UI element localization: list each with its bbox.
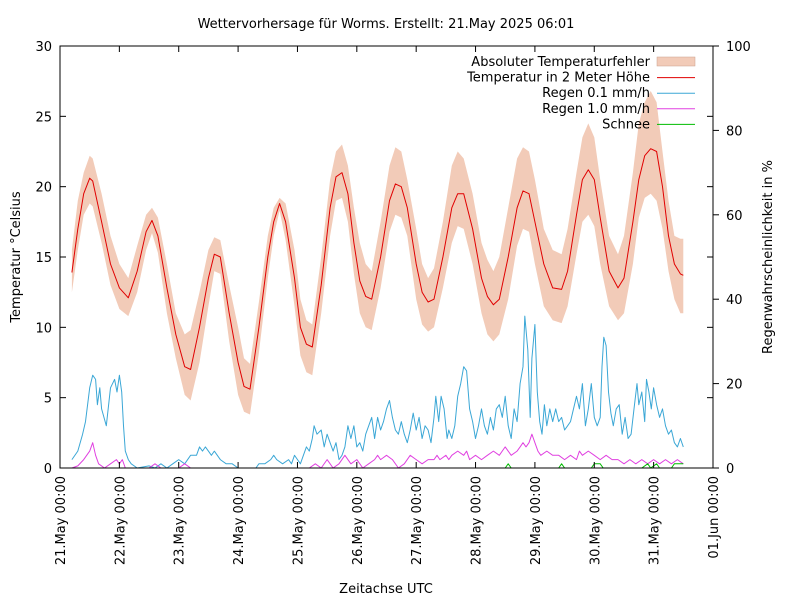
y-tick-label: 5	[44, 392, 52, 407]
x-tick-label: 29.May 00:00	[529, 476, 544, 565]
x-tick-label: 25.May 00:00	[291, 476, 306, 565]
temperature-line	[71, 148, 684, 390]
temperature-error-band	[71, 91, 684, 415]
x-tick-label: 23.May 00:00	[173, 476, 188, 565]
y2-tick-label: 80	[726, 124, 743, 139]
x-tick-label: 24.May 00:00	[232, 476, 247, 565]
y-tick-label: 20	[35, 181, 52, 196]
y2-tick-label: 0	[726, 462, 734, 477]
legend-swatch	[656, 56, 696, 67]
rain-0-1-layer	[71, 315, 684, 469]
x-tick-label: 01.Jun 00:00	[707, 476, 722, 559]
y2-tick-label: 40	[726, 293, 743, 308]
rain-1-0-layer	[71, 433, 684, 469]
temperature-layer	[71, 148, 684, 390]
x-tick-label: 30.May 00:00	[588, 476, 603, 565]
x-tick-label: 27.May 00:00	[410, 476, 425, 565]
y-tick-label: 30	[35, 40, 52, 55]
y2-tick-label: 100	[726, 40, 751, 55]
x-tick-label: 31.May 00:00	[648, 476, 663, 565]
x-tick-label: 22.May 00:00	[113, 476, 128, 565]
y-tick-label: 10	[35, 321, 52, 336]
y-tick-label: 15	[35, 251, 52, 266]
rain-1-0-line	[71, 433, 684, 469]
x-tick-label: 26.May 00:00	[351, 476, 366, 565]
y2-axis-label: Regenwahrscheinlichkeit in %	[761, 160, 776, 354]
y-tick-label: 0	[44, 462, 52, 477]
temperature-error-band-layer	[71, 91, 684, 415]
legend-label: Regen 0.1 mm/h	[542, 86, 650, 101]
legend-label: Schnee	[602, 117, 650, 132]
y2-axis-ticks: 0 20 40 60 80 100	[713, 40, 751, 477]
legend-label: Regen 1.0 mm/h	[542, 102, 650, 117]
x-tick-label: 28.May 00:00	[470, 476, 485, 565]
y2-tick-label: 60	[726, 209, 743, 224]
x-axis-label: Zeitachse UTC	[339, 582, 433, 597]
y2-tick-label: 20	[726, 378, 743, 393]
x-axis-ticks: 21.May 00:00 22.May 00:00 23.May 00:00 24.M…	[54, 46, 722, 565]
y-tick-label: 25	[35, 110, 52, 125]
rain-0-1-line	[71, 315, 684, 469]
legend-label: Absoluter Temperaturfehler	[471, 55, 650, 70]
y-axis-ticks: 0 5 10 15 20 25 30	[35, 40, 713, 477]
legend-label: Temperatur in 2 Meter Höhe	[466, 71, 650, 86]
x-tick-label: 21.May 00:00	[54, 476, 69, 565]
y-axis-label: Temperatur °Celsius	[9, 191, 24, 324]
chart-title: Wettervorhersage für Worms. Erstellt: 21…	[198, 17, 575, 32]
